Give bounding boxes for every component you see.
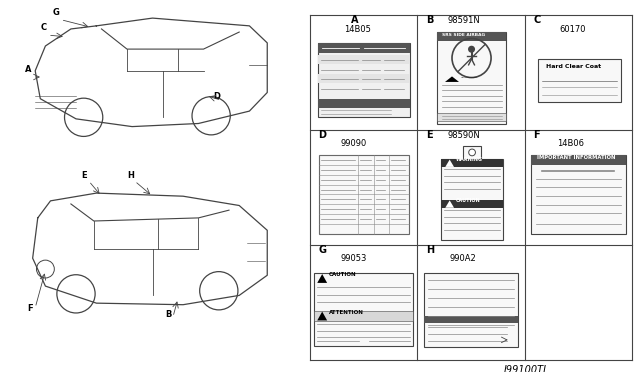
Text: D: D [214, 92, 221, 101]
Bar [319, 155, 409, 234]
Text: 14B05: 14B05 [344, 25, 371, 34]
Circle shape [468, 149, 476, 156]
Bar [317, 55, 410, 64]
Text: H: H [127, 171, 134, 180]
Bar [317, 74, 410, 83]
Text: 98591N: 98591N [447, 16, 480, 25]
Text: IMPORTANT INFORMATION: IMPORTANT INFORMATION [537, 155, 615, 160]
Circle shape [468, 46, 475, 53]
Text: F: F [28, 304, 33, 313]
Polygon shape [317, 274, 327, 283]
Bar [436, 113, 506, 121]
Polygon shape [445, 201, 454, 208]
Text: G: G [53, 8, 60, 17]
Text: H: H [426, 245, 434, 255]
Text: E: E [426, 130, 433, 140]
Bar [424, 273, 518, 347]
Text: ATTENTION: ATTENTION [329, 310, 364, 315]
Text: D: D [319, 130, 326, 140]
Bar [317, 43, 410, 117]
Bar [531, 155, 625, 166]
Text: 990A2: 990A2 [449, 254, 476, 263]
Text: 60170: 60170 [559, 25, 586, 34]
Text: SRS SIDE AIRBAG: SRS SIDE AIRBAG [442, 33, 484, 37]
Text: C: C [533, 15, 541, 25]
Bar [317, 99, 410, 108]
Bar [436, 32, 506, 124]
Bar [317, 43, 410, 53]
Text: C: C [40, 23, 47, 32]
Text: Hard Clear Coat: Hard Clear Coat [546, 64, 601, 69]
Text: A: A [351, 15, 358, 25]
Bar [436, 32, 506, 41]
Text: A: A [25, 65, 31, 74]
Text: E: E [81, 171, 87, 180]
Text: J99100TL: J99100TL [503, 365, 548, 372]
Text: ________: ________ [460, 74, 477, 78]
Text: B: B [426, 15, 433, 25]
Bar [441, 159, 503, 167]
Text: 14B06: 14B06 [557, 139, 584, 148]
Text: 99053: 99053 [340, 254, 367, 263]
Text: WARNING: WARNING [456, 157, 483, 162]
Bar [314, 273, 413, 346]
Text: CAUTION: CAUTION [456, 198, 481, 203]
Bar [314, 311, 413, 321]
Bar [538, 59, 621, 102]
Text: F: F [533, 130, 540, 140]
Bar [441, 159, 503, 240]
Polygon shape [445, 160, 454, 167]
Bar [463, 146, 481, 159]
Text: B: B [165, 310, 172, 319]
Polygon shape [317, 312, 327, 320]
Bar [441, 199, 503, 208]
Polygon shape [445, 76, 459, 82]
Text: CAUTION: CAUTION [329, 272, 356, 277]
Bar [531, 155, 625, 234]
Bar [424, 316, 518, 323]
Text: 99090: 99090 [340, 139, 366, 148]
Text: 98590N: 98590N [447, 131, 480, 140]
Text: G: G [319, 245, 326, 255]
